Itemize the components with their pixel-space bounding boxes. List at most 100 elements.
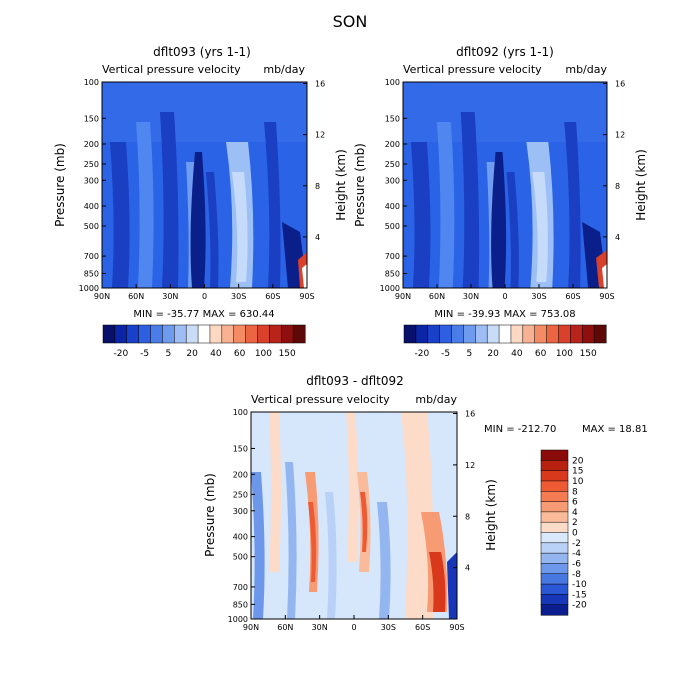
field-dark-streak [460,112,480,288]
colorbar-swatch [292,324,306,344]
colorbar-swatch [498,324,512,344]
field-pos-core [360,492,368,552]
panel-3: dflt093 - dflt092 Vertical pressure velo… [203,374,648,632]
y2-tick-label: 8 [315,182,320,191]
colorbar-label: -20 [113,349,128,359]
colorbar-swatch [475,324,488,344]
panel-2-stats: MIN = -39.93 MAX = 753.08 [434,309,575,320]
y-tick-label: 850 [84,269,99,278]
colorbar-swatch [540,491,569,503]
y2-tick-label: 16 [315,80,325,89]
x-tick-label: 0 [202,292,207,301]
y2-tick-label: 12 [315,131,325,140]
colorbar-label: 150 [580,349,597,359]
colorbar-swatch [540,449,569,461]
panel-1-y2label: Height (km) [334,149,348,220]
panel-1-colorbar: -20 -5 5 20 40 60 100 150 [102,324,306,359]
panel-3-x-ticks: 90N 60N 30N 0 30S 60S 90S [243,615,465,632]
x-tick-label: 90S [299,292,314,301]
colorbar-swatch [114,324,128,344]
y2-tick-label: 16 [465,410,475,419]
colorbar-swatch [185,324,199,344]
field-dark-streak [264,122,281,288]
field-light-streak [436,122,455,288]
colorbar-label: 20 [487,349,499,359]
y2-tick-label: 4 [615,233,620,242]
field-pos-streak [269,412,281,572]
field-light-streak [136,122,154,288]
colorbar-label: -5 [441,349,450,359]
field-dark-streak [206,172,219,288]
y-tick-label: 700 [233,583,248,592]
colorbar-label: -10 [572,580,587,590]
y-tick-label: 250 [84,160,99,169]
panel-2-x-ticks: 90N 60N 30N 0 30S 60S 90S [395,284,615,301]
y-tick-label: 850 [233,600,248,609]
y-tick-label: 1000 [380,284,400,293]
panel-1-y-ticks: 100 150 200 250 300 400 500 700 850 1000 [79,78,106,293]
page-title: SON [333,12,368,31]
x-tick-label: 30S [531,292,546,301]
colorbar-label: 8 [572,487,578,497]
panel-1: dflt093 (yrs 1-1) Vertical pressure velo… [53,45,348,359]
colorbar-label: 100 [255,349,272,359]
panel-3-subtitle: Vertical pressure velocity [251,393,390,406]
panel-1-field [102,82,307,288]
colorbar-swatch [245,324,259,344]
colorbar-swatch [126,324,140,344]
colorbar-swatch [439,324,453,344]
colorbar-label: 100 [556,349,573,359]
field-ascent-core [190,152,206,288]
x-tick-label: 60N [277,623,293,632]
colorbar-label: -20 [414,349,429,359]
field-ascent-core [491,152,507,288]
colorbar-label: -4 [572,549,581,559]
colorbar-label: 5 [466,349,472,359]
field-dark-streak [110,142,130,288]
x-tick-label: 90S [599,292,614,301]
panel-1-y2-ticks: 16 12 8 4 [303,80,325,242]
colorbar-swatch [540,563,569,575]
colorbar-swatch [540,511,569,523]
panel-1-title: dflt093 (yrs 1-1) [153,45,251,59]
colorbar-swatch [540,573,569,585]
panel-3-stats-max: MAX = 18.81 [582,424,648,435]
panel-3-ylabel: Pressure (mb) [203,473,217,557]
panel-2-title: dflt092 (yrs 1-1) [456,45,554,59]
panel-2-y2label: Height (km) [634,149,648,220]
colorbar-label: -5 [140,349,149,359]
panel-1-units: mb/day [263,63,305,76]
y-tick-label: 100 [84,78,99,87]
colorbar-swatch [540,594,569,606]
colorbar-swatch [593,324,607,344]
colorbar-swatch [415,324,429,344]
colorbar-swatch [403,324,417,344]
x-tick-label: 90N [243,623,259,632]
colorbar-swatch [534,324,548,344]
y2-tick-label: 12 [615,131,625,140]
x-tick-label: 90S [449,623,464,632]
panel-3-stats-min: MIN = -212.70 [484,424,556,435]
colorbar-swatch [522,324,536,344]
y-tick-label: 250 [385,160,400,169]
y-tick-label: 850 [385,269,400,278]
y2-tick-label: 4 [315,233,320,242]
y2-tick-label: 8 [615,182,620,191]
y-tick-label: 1000 [228,615,248,624]
y-tick-label: 150 [385,114,400,123]
x-tick-label: 60S [265,292,280,301]
panel-3-field [251,412,457,619]
colorbar-swatch [150,324,163,344]
y-tick-label: 300 [84,176,99,185]
colorbar-swatch [197,324,211,344]
colorbar-swatch [427,324,441,344]
colorbar-swatch [540,521,569,534]
colorbar-label: 60 [234,349,246,359]
y-tick-label: 100 [385,78,400,87]
panel-2-y-ticks: 100 150 200 250 300 400 500 700 850 1000 [380,78,407,293]
colorbar-swatch [269,324,282,344]
colorbar-swatch [257,324,270,344]
x-tick-label: 60S [565,292,580,301]
field-subsidence-core [232,172,248,282]
colorbar-swatch [540,532,569,544]
